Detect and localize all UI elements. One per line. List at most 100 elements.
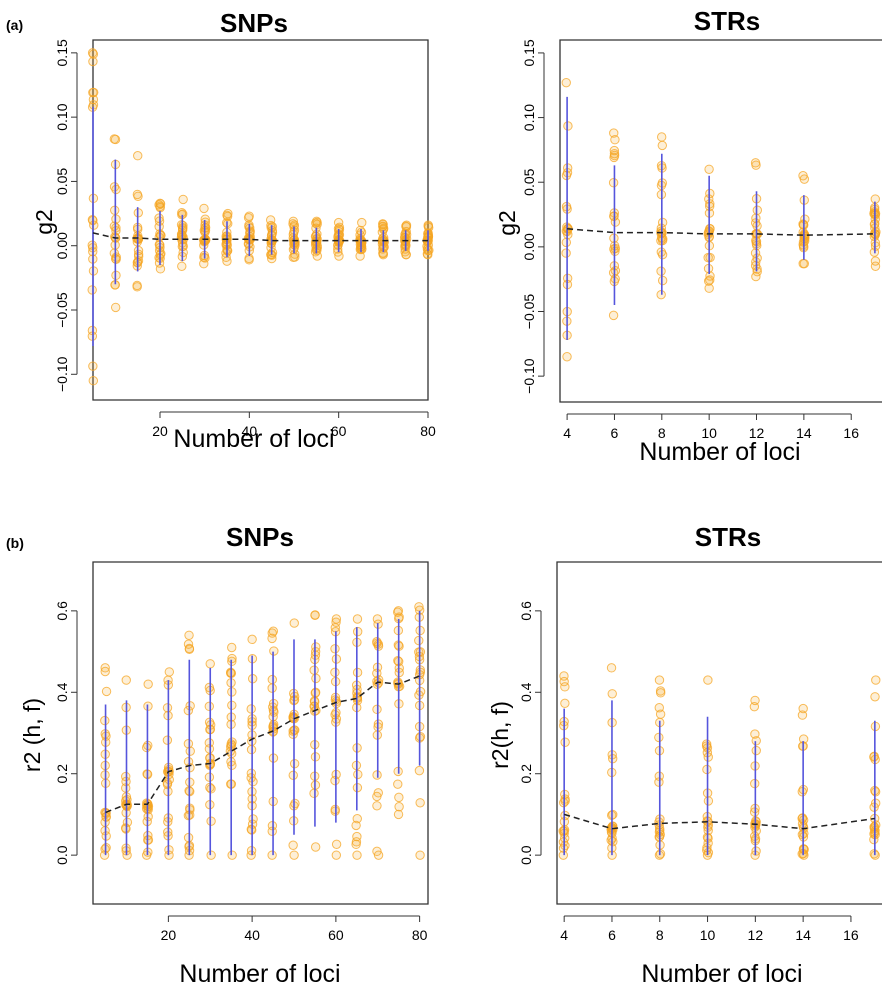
data-point [610, 243, 621, 254]
data-point [267, 850, 277, 860]
data-point [309, 788, 319, 799]
data-point [185, 746, 195, 756]
data-point [227, 653, 237, 664]
data-point [184, 644, 195, 655]
data-point [414, 635, 424, 646]
y-tick-label: −0.10 [54, 356, 70, 392]
data-point [110, 134, 121, 145]
data-point [560, 737, 570, 747]
mean-line [567, 228, 875, 236]
plot-frame [559, 39, 882, 403]
data-point [609, 145, 620, 156]
data-point [100, 663, 110, 673]
x-tick-label: 8 [658, 425, 666, 441]
data-point [310, 842, 321, 852]
data-point [121, 675, 131, 685]
plot-frame [556, 561, 882, 905]
data-point [869, 752, 879, 762]
data-point [560, 796, 570, 806]
x-tick-label: 12 [749, 425, 765, 441]
data-point [206, 816, 216, 826]
data-point [610, 266, 621, 276]
data-point [204, 701, 215, 712]
data-point [204, 738, 214, 748]
data-point [870, 261, 881, 271]
plot-frame [92, 39, 429, 401]
data-point [289, 850, 299, 860]
data-point [352, 850, 362, 860]
data-point [184, 630, 194, 640]
mean-line [105, 675, 420, 814]
y-tick-label: −0.10 [521, 358, 537, 394]
data-point [703, 675, 713, 685]
data-point [227, 642, 237, 653]
data-point [560, 698, 570, 709]
data-point [243, 212, 254, 223]
chart-title: SNPs [220, 8, 288, 38]
data-point [87, 285, 97, 295]
x-tick-label: 60 [331, 423, 347, 439]
data-point [222, 210, 232, 220]
x-tick-label: 80 [420, 423, 436, 439]
panel-label-a: (a) [6, 17, 23, 33]
data-point [656, 132, 667, 142]
y-tick-label: 0.2 [518, 764, 534, 784]
data-point [205, 659, 215, 669]
data-point [609, 150, 620, 161]
chart-b-strs: STRs Number of loci r2(h, f) 0.0 0.2 0.4 0.… [487, 522, 882, 988]
y-tick-label: 0.15 [521, 39, 537, 66]
x-tick-label: 40 [244, 927, 260, 943]
data-point [608, 310, 619, 321]
data-point [561, 248, 571, 258]
data-point [657, 275, 668, 286]
data-point [372, 676, 382, 687]
y-axis-label: g2 [31, 209, 57, 235]
data-point [331, 850, 342, 860]
y-tick-label: 0.2 [54, 764, 70, 784]
data-point [415, 798, 425, 808]
x-axis-label: Number of loci [173, 425, 334, 453]
data-point [246, 704, 256, 714]
data-point [401, 230, 412, 240]
data-point [607, 689, 617, 699]
x-tick-label: 20 [152, 423, 168, 439]
data-point [372, 791, 382, 802]
data-point [562, 352, 572, 362]
data-point [331, 617, 341, 627]
data-point [143, 679, 153, 689]
data-point [561, 77, 571, 88]
data-point [751, 160, 761, 170]
data-point [109, 182, 120, 192]
x-tick-label: 14 [795, 927, 811, 943]
data-point [133, 151, 143, 161]
data-point [164, 667, 175, 677]
data-point [797, 710, 808, 720]
data-point [206, 850, 216, 860]
data-point [702, 845, 712, 855]
data-point [394, 802, 404, 812]
data-point [750, 248, 761, 258]
x-axis-label: Number of loci [179, 960, 340, 988]
data-point [132, 189, 143, 200]
data-point [871, 675, 881, 685]
mean-line [563, 813, 875, 830]
data-point [797, 787, 807, 797]
x-axis-label: Number of loci [641, 960, 802, 988]
data-point [558, 850, 569, 860]
data-point [705, 252, 715, 263]
data-point [393, 809, 404, 820]
data-point [177, 261, 187, 271]
data-point [289, 618, 299, 628]
data-point [563, 121, 573, 131]
y-axis-label: g2 [494, 210, 520, 236]
data-point [654, 675, 665, 685]
chart-title: SNPs [226, 522, 294, 552]
data-point [199, 203, 209, 214]
data-point [88, 376, 99, 386]
plot-frame [92, 561, 429, 905]
data-point [178, 194, 188, 205]
data-point [414, 765, 425, 776]
chart-title: STRs [694, 6, 760, 36]
data-point [311, 673, 321, 684]
data-point [608, 177, 619, 188]
